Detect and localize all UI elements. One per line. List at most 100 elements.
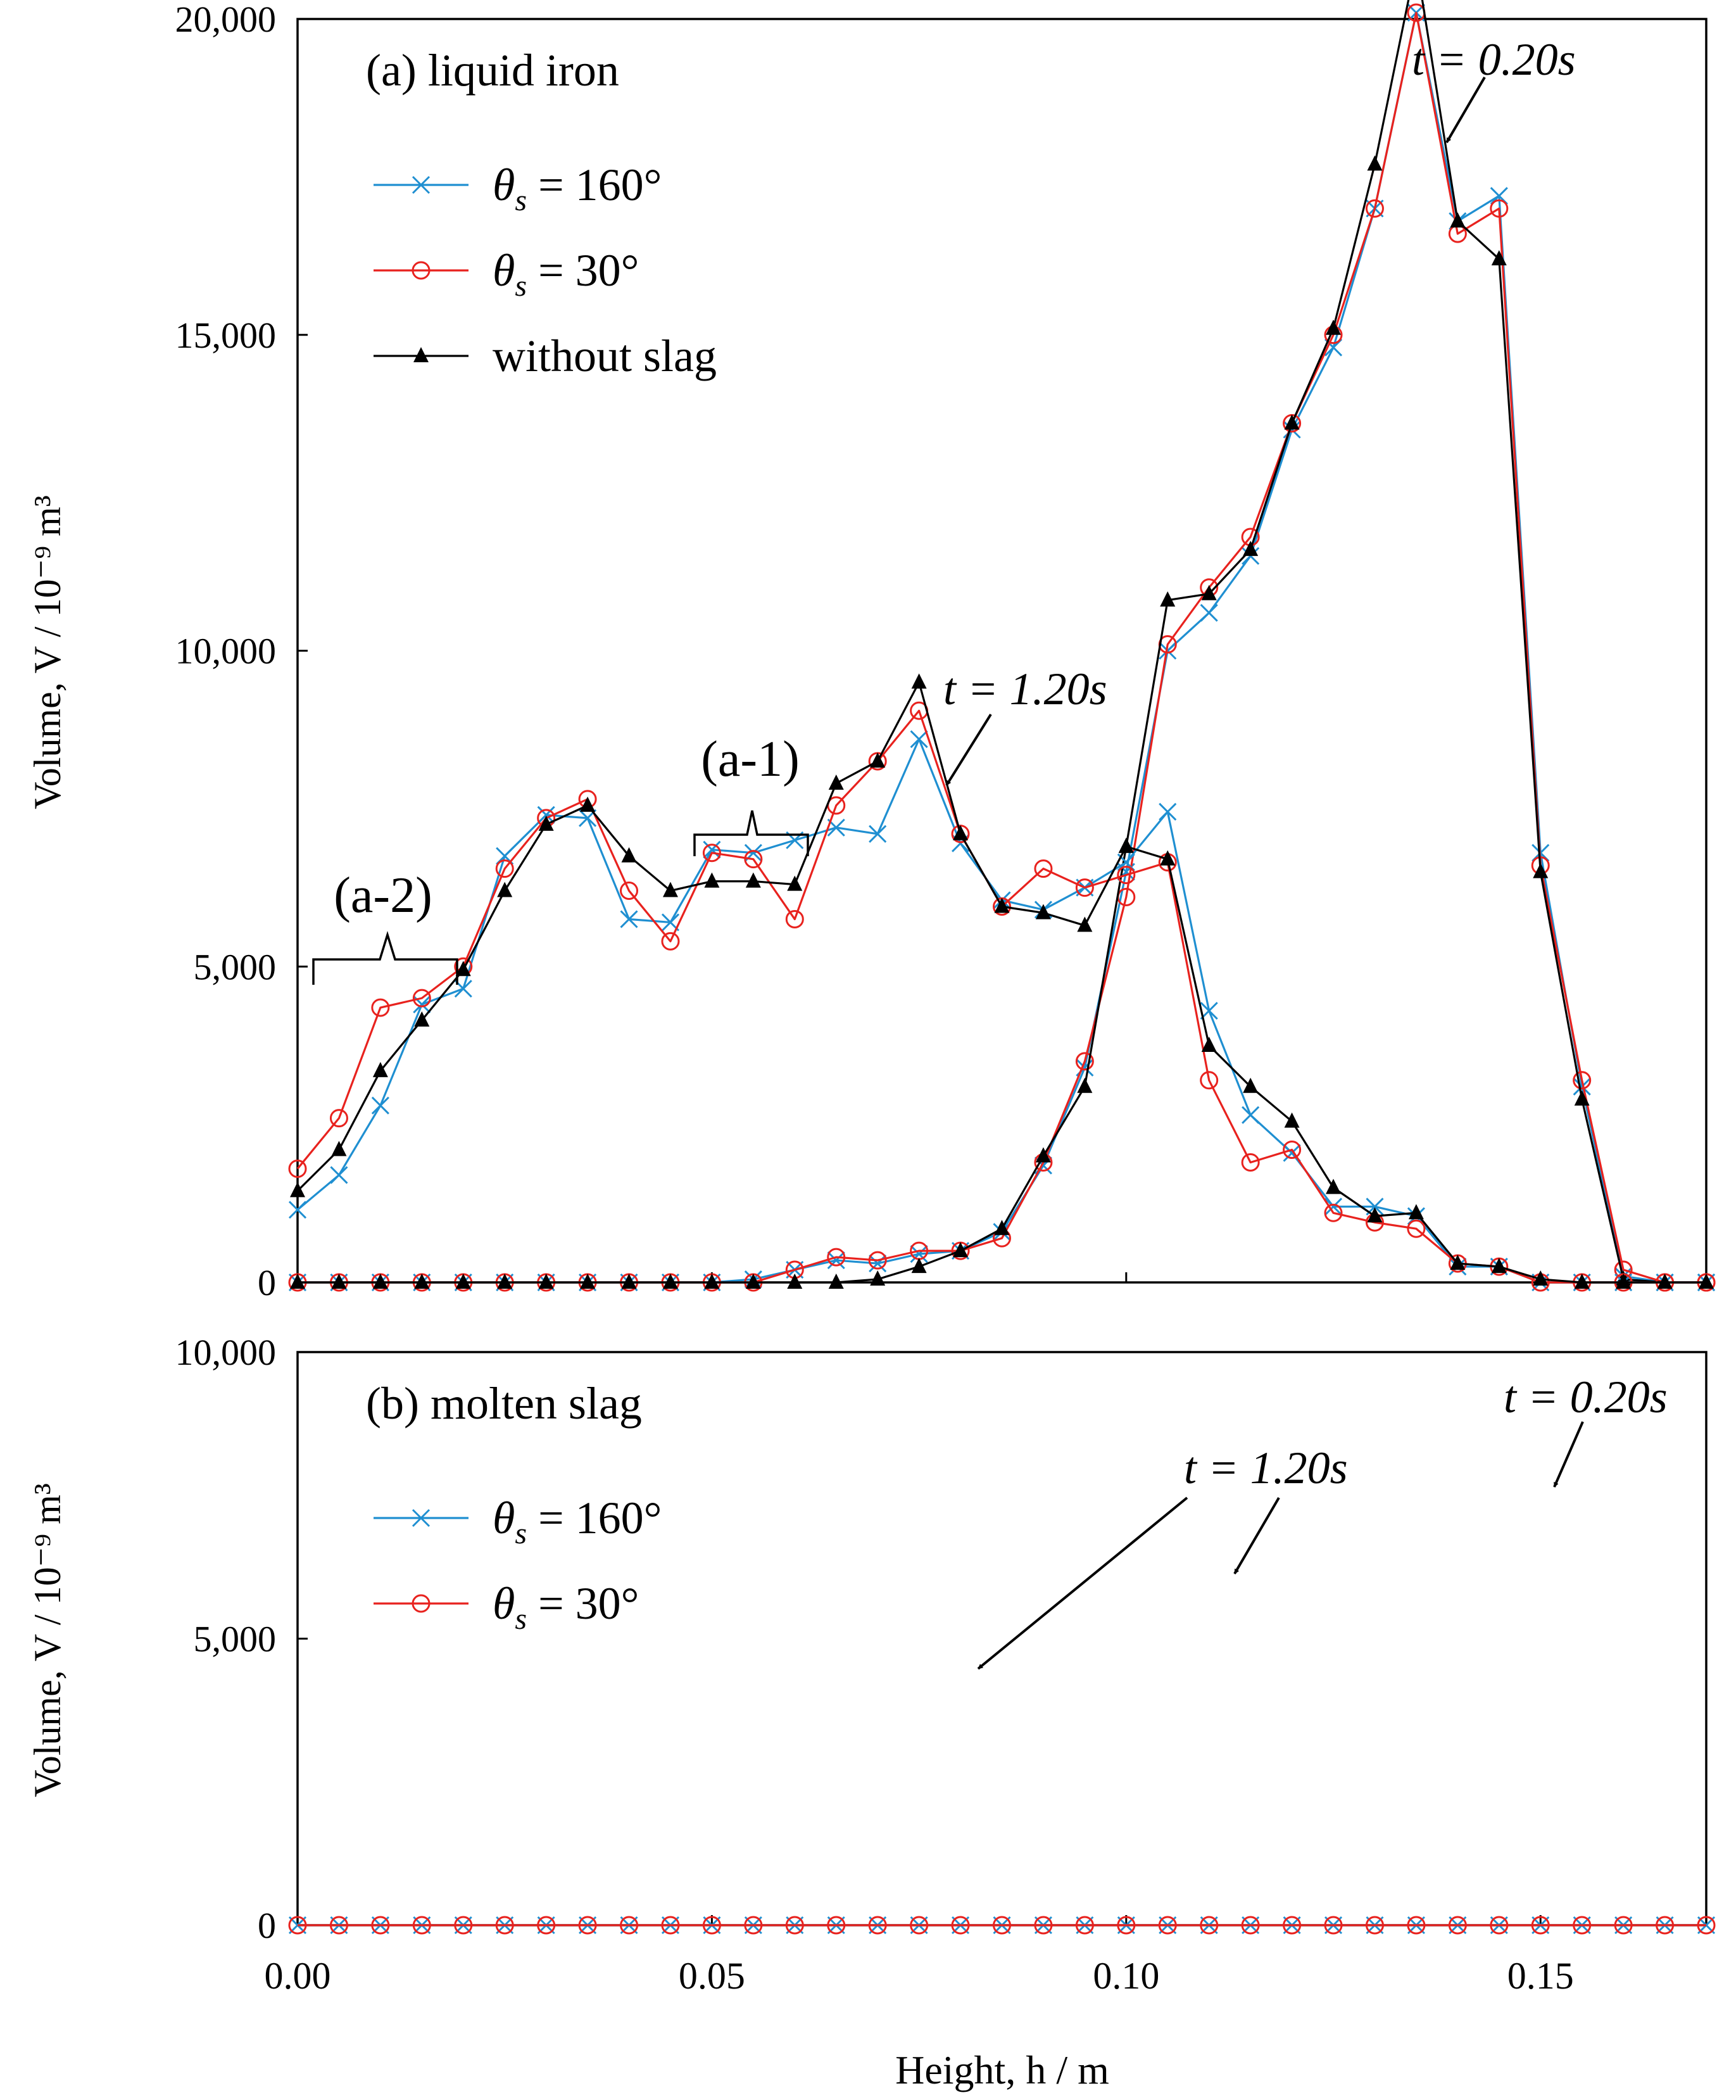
- data-point: [329, 1109, 348, 1128]
- data-point: [787, 1274, 803, 1289]
- data-point: [1450, 1255, 1466, 1270]
- data-point: [1243, 540, 1259, 556]
- data-point: [329, 1916, 348, 1935]
- legend-entry: θs = 30°: [374, 245, 639, 303]
- text-layer: 0 5,000 10,000 15,000 20,000 (a) liquid iron θ…: [27, 0, 1668, 2092]
- data-point: [1367, 1207, 1383, 1223]
- data-point: [1034, 859, 1053, 878]
- data-point: [455, 961, 471, 977]
- data-point: [1491, 250, 1507, 266]
- legend-label: θs = 30°: [493, 245, 639, 303]
- y-tick-label: 20,000: [175, 0, 277, 40]
- data-point: [1200, 604, 1218, 622]
- data-point: [1077, 916, 1093, 932]
- data-point: [1075, 1052, 1094, 1071]
- data-point: [744, 1916, 763, 1935]
- data-point: [1241, 1916, 1260, 1935]
- series-layer: [288, 0, 1716, 1935]
- data-point: [910, 1916, 929, 1935]
- data-point: [827, 1248, 846, 1267]
- annotations: t = 0.20s t = 1.20s (a-1) (a-2) t = 0.20s t =…: [312, 34, 1668, 1670]
- data-point: [371, 1096, 389, 1115]
- data-point: [662, 882, 678, 897]
- y-axis-label-b: Volume, V / 10⁻⁹ m³: [27, 1483, 68, 1797]
- data-point: [414, 1274, 430, 1289]
- data-point: [828, 1274, 844, 1289]
- data-point: [580, 1274, 596, 1289]
- data-point: [868, 1251, 887, 1270]
- series-b-1: [288, 1916, 1716, 1935]
- data-point: [414, 1011, 430, 1027]
- data-point: [1242, 1106, 1260, 1124]
- data-point: [994, 1220, 1010, 1236]
- data-point: [1118, 837, 1134, 853]
- data-point: [412, 1916, 431, 1935]
- data-point: [1117, 1916, 1136, 1935]
- data-point: [1324, 1203, 1343, 1222]
- series-a-4: [288, 701, 1716, 1292]
- data-point: [290, 1274, 305, 1289]
- data-point: [869, 825, 887, 843]
- x-tick-label: 0.00: [265, 1955, 331, 1997]
- data-point: [1241, 1153, 1260, 1172]
- data-point: [1075, 1916, 1094, 1935]
- panel-a-title: (a) liquid iron: [366, 45, 619, 96]
- data-point: [1574, 1090, 1590, 1106]
- data-point: [1201, 585, 1217, 600]
- data-point: [1284, 414, 1300, 430]
- data-point: [870, 752, 886, 768]
- arrow-t120-b-2: [1233, 1496, 1280, 1575]
- legend-entry: θs = 160°: [374, 1493, 662, 1550]
- data-point: [455, 1274, 471, 1289]
- data-point: [744, 850, 763, 869]
- data-point: [1326, 319, 1342, 335]
- arrow-t120-b-1: [977, 1496, 1188, 1670]
- data-point: [1034, 1916, 1053, 1935]
- y-tick-label: 5,000: [194, 946, 277, 987]
- data-point: [661, 932, 680, 951]
- data-point: [1284, 1112, 1300, 1128]
- series-line: [296, 738, 1706, 1284]
- data-point: [331, 1141, 347, 1156]
- data-point: [495, 1916, 514, 1935]
- data-point: [745, 872, 761, 888]
- data-point: [1533, 1270, 1549, 1286]
- data-point: [785, 909, 804, 928]
- data-point: [870, 1270, 886, 1286]
- panel-b-frame: [296, 1351, 1708, 1926]
- legend-entry: θs = 160°: [374, 160, 662, 217]
- data-point: [787, 875, 803, 891]
- data-point: [1656, 1916, 1675, 1935]
- data-point: [620, 1916, 639, 1935]
- data-point: [1035, 904, 1051, 920]
- arrow-t020-b: [1553, 1421, 1584, 1488]
- data-point: [497, 1274, 513, 1289]
- data-point: [953, 825, 969, 840]
- arrow-t120-a: [945, 713, 992, 787]
- legend-entry: without slag: [374, 331, 717, 381]
- data-point: [662, 1274, 678, 1289]
- data-point: [1573, 1071, 1592, 1090]
- data-point: [537, 1916, 556, 1935]
- data-point: [1491, 1258, 1507, 1274]
- data-point: [1326, 1179, 1342, 1194]
- data-point: [578, 1916, 597, 1935]
- data-point: [994, 897, 1010, 913]
- legend-label: θs = 160°: [493, 160, 662, 217]
- data-point: [1408, 1204, 1424, 1220]
- y-tick-label: 10,000: [175, 1332, 277, 1373]
- data-point: [1407, 1219, 1426, 1238]
- data-point: [1367, 155, 1383, 171]
- data-point: [1200, 1916, 1219, 1935]
- data-point: [1407, 1916, 1426, 1935]
- data-point: [372, 1274, 388, 1289]
- y-tick-label: 15,000: [175, 315, 277, 356]
- data-point: [1533, 863, 1549, 878]
- data-point: [1324, 1916, 1343, 1935]
- arrow-t020-a: [1445, 76, 1486, 144]
- legend-marker: [412, 1594, 431, 1613]
- data-point: [745, 1274, 761, 1289]
- data-point: [290, 1182, 305, 1198]
- data-point: [1450, 212, 1466, 228]
